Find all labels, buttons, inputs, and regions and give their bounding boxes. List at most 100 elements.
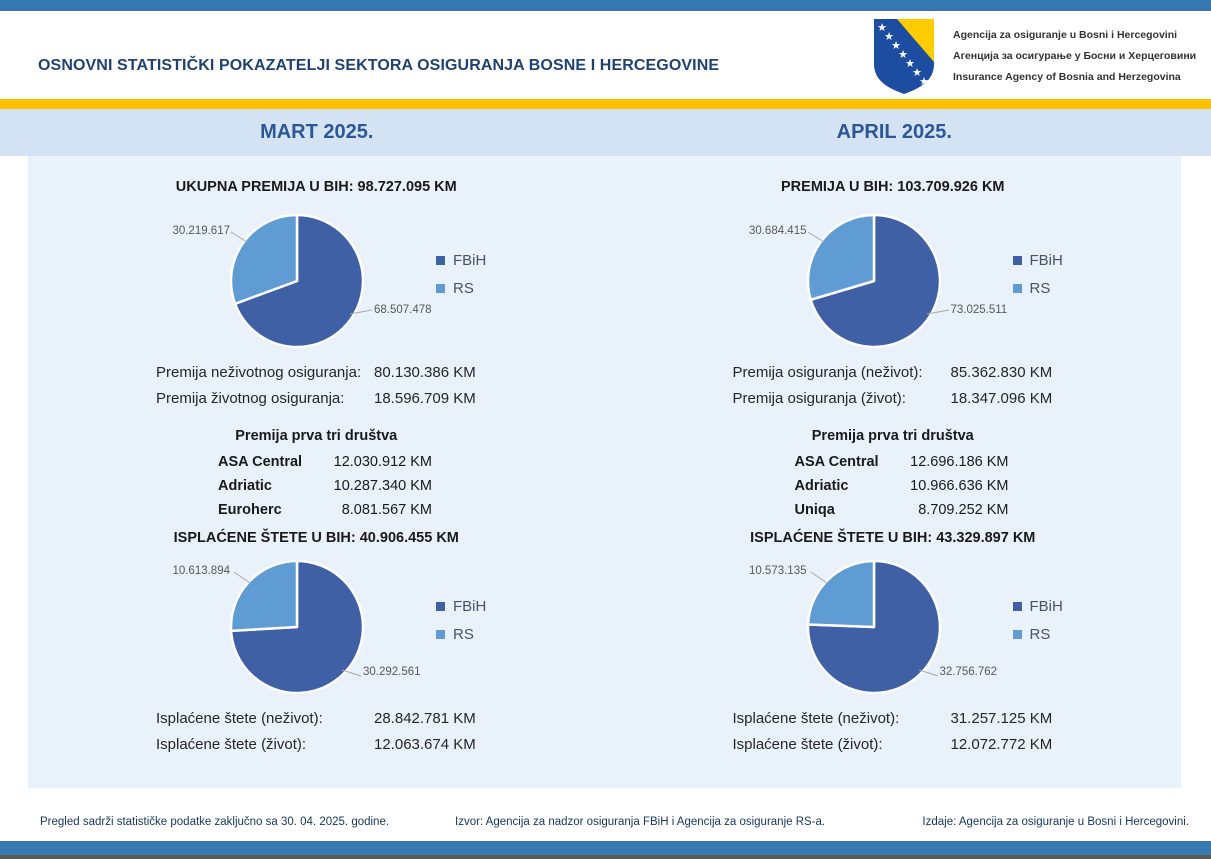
legend-swatch-fbih <box>1012 255 1022 265</box>
leader-lines <box>233 571 362 677</box>
company-premium: 8.709.252 KM <box>918 502 1009 518</box>
agency-name-bosnian: Agencija za osiguranje u Bosni i Hercego… <box>953 29 1178 41</box>
agency-name-lines: Agencija za osiguranje u Bosni i Hercego… <box>953 18 1196 88</box>
row-value: 12.063.674 KM <box>374 736 476 753</box>
chart-legend: FBiH RS <box>1012 596 1063 652</box>
breakdown-row: Premija neživotnog osiguranja: 80.130.38… <box>156 360 605 386</box>
company-name: ASA Central <box>794 454 879 470</box>
legend-swatch-rs <box>436 283 445 293</box>
breakdown-row: Isplaćene štete (neživot): 28.842.781 KM <box>156 706 605 732</box>
breakdown-row: Premija osiguranja (život): 18.347.096 K… <box>733 386 1182 412</box>
footer-source: Izvor: Agencija za nadzor osiguranja FBi… <box>455 816 826 828</box>
pie-data-label-fbih: 68.507.478 <box>374 304 432 316</box>
month-column-mart: UKUPNA PREMIJA U BIH: 98.727.095 KM 30.2… <box>28 156 605 788</box>
company-premium: 12.696.186 KM <box>910 454 1009 470</box>
footer-note: Pregled sadrži statističke podatke zaklj… <box>40 816 390 828</box>
legend-swatch-rs <box>1012 629 1022 639</box>
breakdown-row: Isplaćene štete (život): 12.063.674 KM <box>156 732 605 758</box>
chart-legend: FBiH RS <box>436 596 486 652</box>
pie-chart-svg <box>806 559 941 695</box>
claims-section-title: ISPLAĆENE ŠTETE U BIH: 43.329.897 KM <box>750 530 1036 546</box>
pie-data-label-fbih: 30.292.561 <box>363 666 421 678</box>
company-name: Euroherc <box>218 502 282 518</box>
premium-section-title: PREMIJA U BIH: 103.709.926 KM <box>781 179 1005 195</box>
month-column-april: PREMIJA U BIH: 103.709.926 KM 30.684.415… <box>605 156 1182 788</box>
svg-text:★: ★ <box>877 21 887 34</box>
pie-data-label-rs: 10.573.135 <box>748 565 807 577</box>
legend-swatch-fbih <box>436 601 445 611</box>
breakdown-row: Premija osiguranja (neživot): 85.362.830… <box>733 360 1182 386</box>
company-premium: 10.287.340 KM <box>333 478 432 494</box>
bottom-gray-bar <box>0 855 1211 859</box>
row-value: 85.362.830 KM <box>950 364 1053 381</box>
claims-breakdown: Isplaćene štete (neživot): 28.842.781 KM… <box>28 706 605 758</box>
legend-label-fbih: FBiH <box>1029 251 1063 269</box>
pie-data-label-fbih: 73.025.511 <box>950 304 1008 316</box>
top3-row: Adriatic 10.966.636 KM <box>795 474 1182 498</box>
pie-chart-svg <box>229 559 365 695</box>
row-value: 28.842.781 KM <box>374 710 476 727</box>
bih-coat-of-arms-icon: ★ ★ ★ ★ ★ ★ ★ <box>874 19 934 94</box>
company-premium: 10.966.636 KM <box>910 478 1009 494</box>
pie-data-label-rs: 30.219.617 <box>172 225 230 237</box>
agency-logo-block: ★ ★ ★ ★ ★ ★ ★ Agencija za osiguranje u B… <box>873 18 1196 95</box>
legend-label-fbih: FBiH <box>1029 597 1063 615</box>
row-value: 18.347.096 KM <box>950 390 1053 407</box>
legend-swatch-rs <box>1012 283 1022 293</box>
claims-section-title: ISPLAĆENE ŠTETE U BIH: 40.906.455 KM <box>173 530 459 546</box>
legend-label-fbih: FBiH <box>453 597 487 615</box>
row-label: Premija neživotnog osiguranja: <box>156 364 362 381</box>
bottom-accent-bar <box>0 841 1211 855</box>
leader-lines <box>230 231 373 315</box>
claims-pie-chart: 10.613.894 30.292.561 FBiH RS <box>130 550 550 700</box>
month-header-mart: MART 2025. <box>260 121 374 143</box>
row-value: 31.257.125 KM <box>950 710 1053 727</box>
legend-label-rs: RS <box>453 279 474 297</box>
company-premium: 8.081.567 KM <box>341 502 432 518</box>
svg-text:★: ★ <box>912 66 922 79</box>
top3-row: Uniqa 8.709.252 KM <box>795 498 1182 522</box>
footer: Pregled sadrži statističke podatke zaklj… <box>0 808 1211 838</box>
company-name: Adriatic <box>218 478 272 494</box>
premium-breakdown: Premija osiguranja (neživot): 85.362.830… <box>605 360 1182 412</box>
footer-publisher: Izdaje: Agencija za osiguranje u Bosni i… <box>922 816 1189 828</box>
page-title: OSNOVNI STATISTIČKI POKAZATELJI SEKTORA … <box>38 57 720 74</box>
legend-swatch-rs <box>436 629 445 639</box>
agency-name-cyrillic: Агенција за осигурање у Босни и Херцегов… <box>953 50 1197 62</box>
legend-swatch-fbih <box>1012 601 1022 611</box>
content-panel: UKUPNA PREMIJA U BIH: 98.727.095 KM 30.2… <box>28 156 1181 788</box>
pie-chart-svg <box>806 213 941 349</box>
row-value: 12.072.772 KM <box>950 736 1053 753</box>
top3-row: ASA Central 12.030.912 KM <box>218 450 605 474</box>
company-name: Uniqa <box>794 502 835 518</box>
top3-row: ASA Central 12.696.186 KM <box>795 450 1182 474</box>
premium-pie-chart: 30.684.415 73.025.511 FBiH RS <box>707 204 1127 354</box>
breakdown-row: Premija životnog osiguranja: 18.596.709 … <box>156 386 605 412</box>
svg-text:★: ★ <box>905 57 915 70</box>
row-label: Isplaćene štete (život): <box>156 736 307 753</box>
row-label: Isplaćene štete (neživot): <box>156 710 323 727</box>
premium-section-title: UKUPNA PREMIJA U BIH: 98.727.095 KM <box>175 179 457 195</box>
pie-chart-svg <box>229 213 365 349</box>
gold-divider-bar <box>0 99 1211 109</box>
pie-data-label-fbih: 32.756.762 <box>939 666 998 678</box>
top3-row: Adriatic 10.287.340 KM <box>218 474 605 498</box>
row-value: 80.130.386 KM <box>374 364 476 381</box>
company-name: Adriatic <box>794 478 849 494</box>
leader-lines <box>810 571 938 677</box>
month-header-band: MART 2025. APRIL 2025. <box>0 109 1211 156</box>
row-label: Isplaćene štete (život): <box>732 736 883 753</box>
breakdown-row: Isplaćene štete (život): 12.072.772 KM <box>733 732 1182 758</box>
month-header-april: APRIL 2025. <box>836 121 952 143</box>
premium-pie-chart: 30.219.617 68.507.478 FBiH RS <box>130 204 550 354</box>
svg-text:★: ★ <box>891 39 901 52</box>
legend-label-rs: RS <box>1029 279 1051 297</box>
row-label: Premija osiguranja (neživot): <box>732 364 923 381</box>
leader-lines <box>807 231 949 315</box>
svg-text:★: ★ <box>884 30 894 43</box>
legend-label-rs: RS <box>1029 625 1051 643</box>
legend-swatch-fbih <box>436 255 445 265</box>
top3-title: Premija prva tri društva <box>235 428 398 444</box>
agency-name-english: Insurance Agency of Bosnia and Herzegovi… <box>953 71 1181 83</box>
